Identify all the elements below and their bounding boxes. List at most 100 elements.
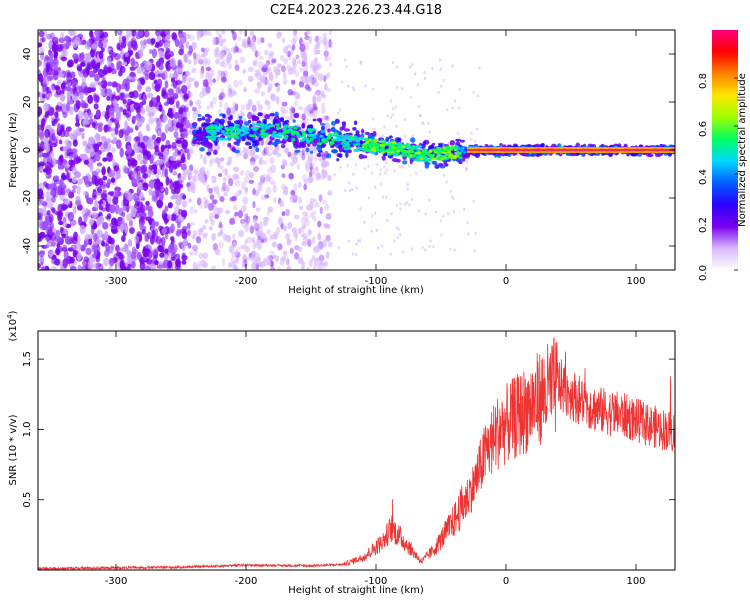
spectrogram-cell (191, 77, 196, 83)
spectrogram-cell (177, 150, 181, 156)
spectrogram-cell (269, 156, 275, 165)
spectrogram-cell (60, 32, 65, 39)
spectrogram-cell (80, 61, 86, 67)
spectrogram-cell (367, 164, 370, 168)
spectrogram-cell (478, 66, 481, 70)
spectrogram-cell (145, 61, 153, 71)
spectrogram-cell (370, 171, 373, 175)
spectrogram-cell (42, 115, 47, 123)
spectrogram-cell (442, 78, 445, 82)
spectrogram-cell (148, 117, 155, 125)
colorbar-tick-label: 0.4 (698, 169, 709, 185)
spectrogram-cell (237, 36, 242, 42)
spectrogram-cell (389, 115, 393, 119)
spectrogram-cell (446, 211, 450, 216)
spectrogram-cell (76, 178, 83, 185)
spectrogram-cell (66, 71, 71, 78)
spectrogram-cell (294, 251, 299, 260)
spectrogram-cell (244, 150, 249, 157)
spectrogram-cell (161, 131, 165, 142)
spectrogram-cell (230, 261, 237, 269)
spectrogram-cell (248, 66, 254, 73)
spectrogram-cell (245, 215, 251, 224)
spectrogram-cell (127, 238, 133, 247)
spectrogram-cell (57, 210, 64, 218)
spectrogram-cell (136, 66, 143, 75)
spectrogram-cell (385, 136, 392, 140)
spectrogram-cell (139, 204, 146, 214)
spectrogram-cell (282, 71, 287, 80)
spectrogram-cell (334, 138, 340, 142)
spectrogram-cell (214, 186, 220, 195)
spectrogram-cell (415, 158, 421, 162)
spectrogram-cell (55, 247, 60, 256)
spectrogram-cell (299, 226, 305, 234)
spectrogram-cell (125, 78, 130, 87)
spectrogram-cell (523, 153, 529, 157)
spectrogram-cell (253, 69, 260, 77)
spectrogram-cell (417, 151, 422, 155)
spectrogram-cell (443, 157, 448, 161)
spectrogram-cell (370, 229, 373, 233)
spectrogram-cell (431, 160, 436, 165)
spectrogram-cell (348, 139, 353, 143)
spectrogram-cell (373, 185, 377, 189)
spectrogram-cell (189, 206, 194, 215)
spectrogram-cell (181, 131, 188, 139)
snr-xlabel: Height of straight line (km) (288, 585, 424, 596)
spectrogram-cell (347, 181, 351, 185)
spectrogram-cell (475, 127, 479, 131)
spectrogram-cell (92, 222, 98, 230)
spectrogram-cell (85, 66, 90, 73)
spectrogram-cell (66, 171, 70, 181)
spectrogram-cell (256, 71, 262, 81)
spectrogram-cell (70, 71, 76, 79)
spectrogram-cell (367, 196, 371, 200)
spectrogram-cell (296, 60, 301, 65)
spectrogram-cell (510, 148, 516, 152)
spectrogram-cell (255, 207, 261, 212)
spectrogram-cell (50, 266, 57, 270)
spectrogram-cell (110, 132, 116, 138)
spectrogram-cell (318, 142, 323, 145)
spectrogram-cell (267, 261, 272, 266)
spectrogram-cell (388, 144, 393, 148)
spectrogram-cell (143, 69, 150, 77)
spectrogram-cell (207, 115, 213, 119)
spectrogram-cell (301, 113, 306, 121)
spectrogram-cell (312, 140, 318, 147)
spectrogram-cell (143, 30, 150, 38)
spectrogram-cell (123, 93, 131, 99)
spectrogram-cell (225, 235, 232, 243)
spectrogram-cell (144, 265, 151, 270)
spectrogram-cell (257, 231, 263, 237)
spectrogram-cell (155, 159, 161, 164)
spectrogram-cell (184, 103, 191, 109)
spectrogram-cell (315, 171, 321, 179)
spectrogram-cell (379, 182, 382, 186)
spectrogram-cell (400, 165, 404, 169)
spectrogram-cell (55, 229, 61, 237)
spectrogram-cell (391, 60, 395, 65)
spectrogram-cell (416, 144, 421, 148)
spectrogram-cell (145, 205, 153, 212)
spectrogram-cell (279, 199, 284, 208)
spectrogram-cell (166, 97, 171, 105)
spectrogram-cell (45, 198, 52, 203)
spectrogram-cell (342, 144, 347, 148)
spectrogram-cell (211, 175, 217, 184)
spectrogram-cell (115, 109, 122, 115)
spectrogram-cell (78, 92, 84, 100)
spectrogram-cell (209, 100, 214, 109)
spectrogram-cell (343, 58, 347, 62)
spectrogram-cell (154, 83, 161, 92)
spectrogram-cell (140, 62, 145, 67)
spectrogram-cell (251, 104, 257, 112)
spectrogram-cell (370, 145, 375, 149)
spectrogram-cell (408, 203, 411, 207)
spectrogram-cell (167, 201, 173, 209)
spectrogram-cell (260, 125, 265, 129)
spectrogram-cell (310, 59, 316, 67)
spectrogram-cell (188, 149, 194, 155)
spectrogram-cell (178, 176, 185, 184)
